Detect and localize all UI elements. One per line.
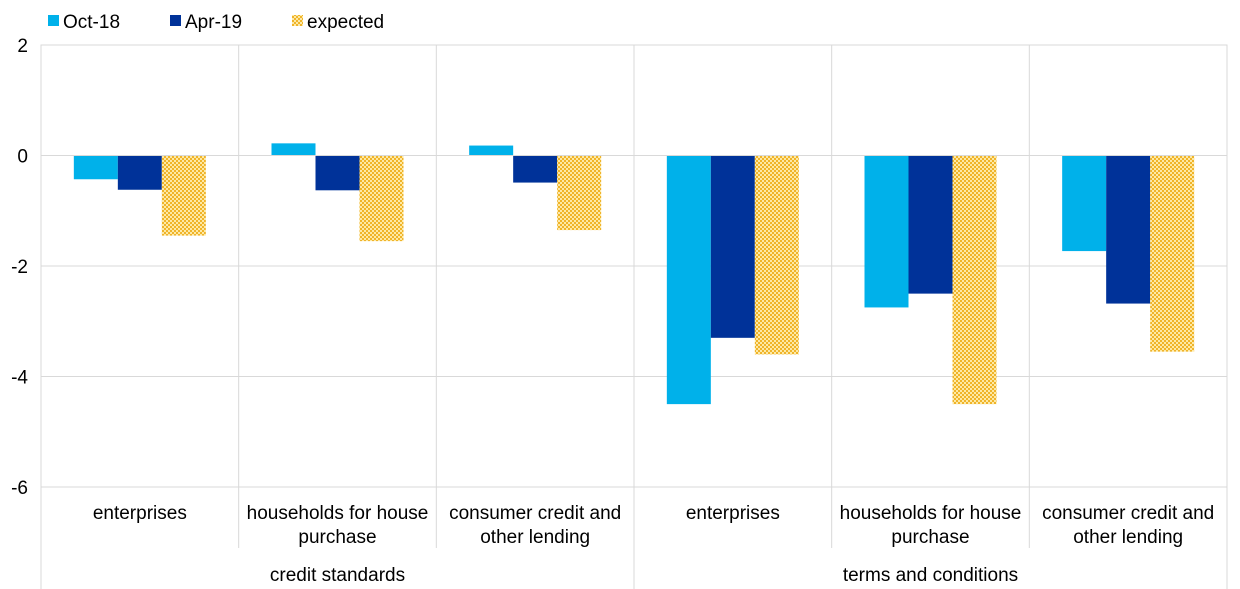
category-label: enterprises bbox=[93, 503, 187, 524]
category-label: other lending bbox=[480, 527, 590, 548]
bar-apr-19 bbox=[908, 155, 953, 294]
y-tick-label: 0 bbox=[17, 147, 28, 168]
legend-label-oct-18: Oct-18 bbox=[63, 12, 120, 33]
legend: Oct-18 Apr-19 expected bbox=[48, 12, 384, 33]
y-tick-label: -2 bbox=[11, 257, 28, 278]
legend-label-apr-19: Apr-19 bbox=[185, 12, 242, 33]
y-tick-label: 2 bbox=[17, 36, 28, 57]
category-label: consumer credit and bbox=[449, 503, 621, 524]
bars bbox=[41, 143, 1227, 405]
y-tick-label: -6 bbox=[11, 478, 28, 499]
bar-expected bbox=[952, 155, 997, 405]
group-label: terms and conditions bbox=[843, 565, 1018, 586]
bar-apr-19 bbox=[710, 155, 755, 338]
category-label: purchase bbox=[891, 527, 969, 548]
bar-oct-18 bbox=[864, 155, 909, 308]
legend-label-expected: expected bbox=[307, 12, 384, 33]
bar-expected bbox=[557, 155, 602, 231]
category-label: households for house bbox=[247, 503, 429, 524]
y-axis: 2 0 -2 -4 -6 bbox=[11, 36, 28, 499]
bar-oct-18 bbox=[1062, 155, 1107, 252]
bar-expected bbox=[1150, 155, 1195, 352]
category-label: other lending bbox=[1073, 527, 1183, 548]
bar-apr-19 bbox=[117, 155, 162, 190]
category-label: enterprises bbox=[686, 503, 780, 524]
bar-expected bbox=[754, 155, 799, 355]
x-axis: enterprises households for house purchase c… bbox=[93, 503, 1214, 586]
legend-swatch-apr-19 bbox=[170, 15, 181, 26]
legend-swatch-oct-18 bbox=[48, 15, 59, 26]
category-label: purchase bbox=[298, 527, 376, 548]
bar-oct-18 bbox=[73, 155, 118, 180]
bar-oct-18 bbox=[271, 143, 316, 156]
category-label: consumer credit and bbox=[1042, 503, 1214, 524]
category-label: households for house bbox=[840, 503, 1022, 524]
legend-swatch-expected bbox=[292, 15, 303, 26]
bar-apr-19 bbox=[315, 155, 360, 191]
bar-oct-18 bbox=[666, 155, 711, 405]
bar-expected bbox=[161, 155, 206, 236]
gridlines bbox=[40, 44, 1228, 589]
bar-oct-18 bbox=[469, 145, 514, 156]
y-tick-label: -4 bbox=[11, 368, 28, 389]
bar-apr-19 bbox=[1106, 155, 1151, 304]
group-label: credit standards bbox=[270, 565, 405, 586]
bar-apr-19 bbox=[513, 155, 558, 183]
bar-expected bbox=[359, 155, 404, 242]
